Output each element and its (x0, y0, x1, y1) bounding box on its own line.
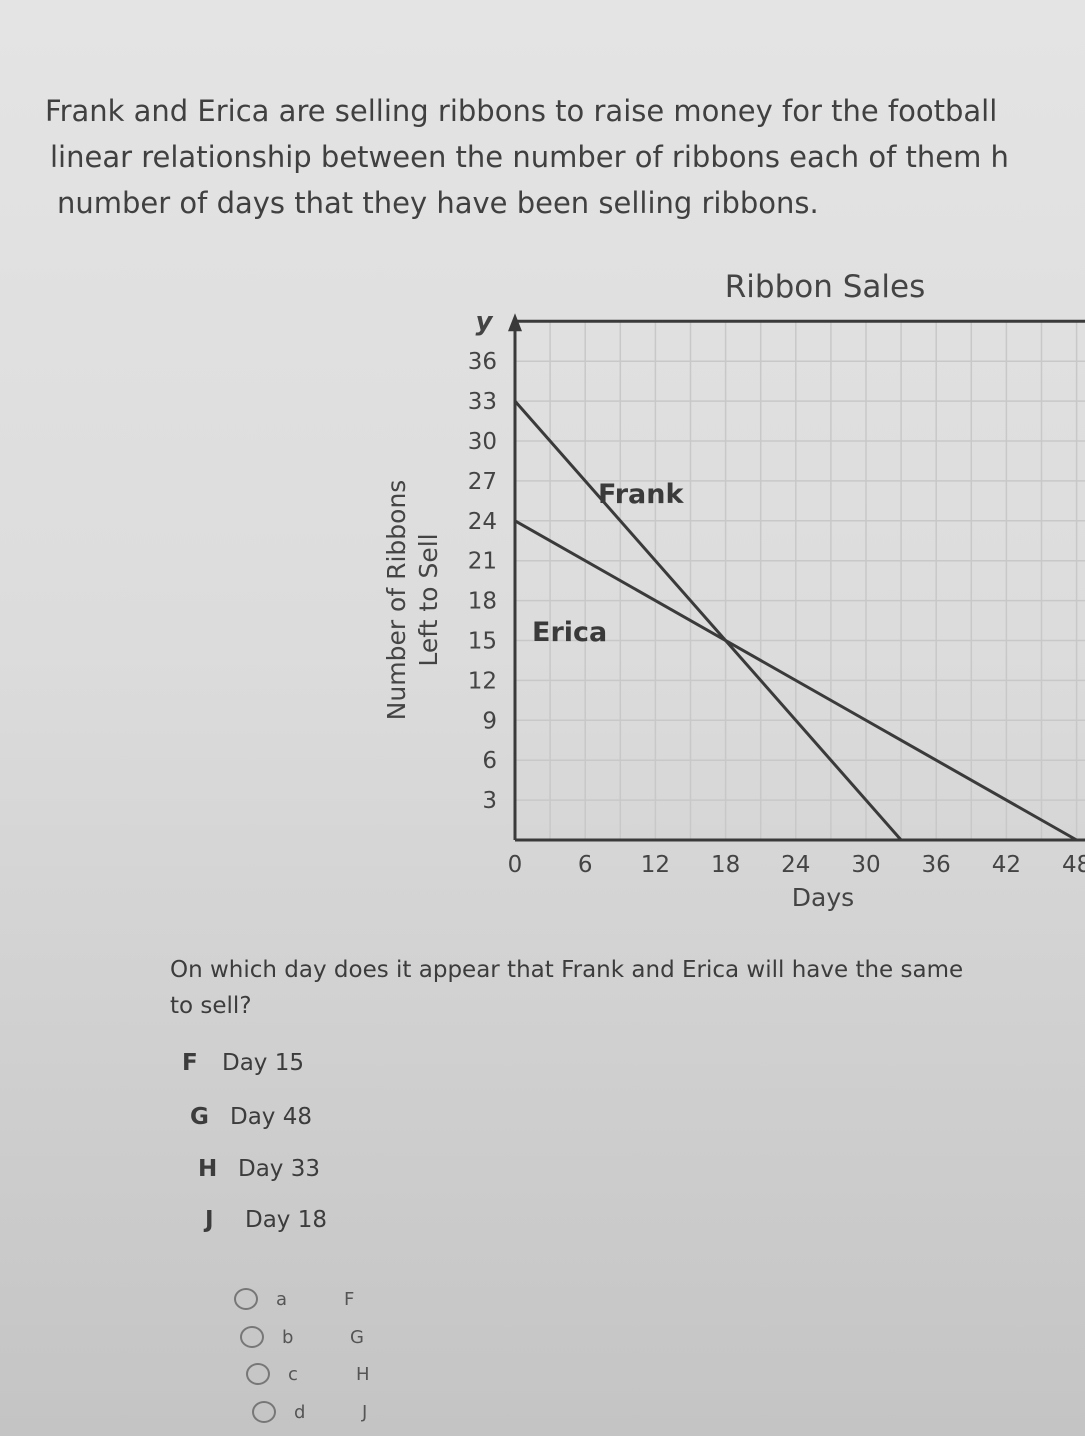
option-label: d (294, 1401, 306, 1423)
choice-h: H Day 33 (198, 1156, 320, 1182)
y-axis-letter: y (476, 307, 494, 337)
radio-button[interactable] (246, 1363, 270, 1385)
y-tick-label: 15 (468, 629, 497, 655)
choice-letter: J (205, 1207, 214, 1233)
series-line-frank (513, 400, 903, 841)
x-tick-label: 12 (641, 852, 670, 878)
y-axis-arrow-icon (508, 313, 522, 332)
x-axis-label: Days (792, 883, 854, 912)
series-label-frank: Frank (598, 479, 684, 510)
y-tick-label: 27 (468, 469, 497, 495)
intro-line: Frank and Erica are selling ribbons to r… (45, 94, 998, 128)
question-line: On which day does it appear that Frank a… (170, 957, 964, 983)
axes (508, 313, 1085, 842)
choice-text: Day 48 (230, 1104, 312, 1130)
option-value: G (350, 1326, 364, 1348)
choice-g: G Day 48 (190, 1104, 312, 1130)
choice-letter: G (190, 1104, 209, 1130)
y-tick-label: 9 (482, 708, 497, 734)
x-tick-label: 42 (992, 852, 1021, 878)
x-tick-label: 0 (508, 852, 523, 878)
intro-line: linear relationship between the number o… (50, 140, 1009, 174)
y-tick-label: 33 (468, 389, 497, 415)
y-tick-label: 3 (482, 788, 497, 814)
radio-button[interactable] (234, 1288, 258, 1310)
y-tick-label: 6 (482, 748, 497, 774)
option-label: c (288, 1363, 298, 1385)
question-text: On which day does it appear that Frank a… (170, 952, 963, 1024)
y-axis-label-line2: Left to Sell (414, 533, 443, 666)
series-line-erica (514, 519, 1078, 842)
option-value: F (344, 1288, 355, 1310)
choice-f: F Day 15 (182, 1050, 304, 1076)
y-tick-label: 18 (468, 589, 497, 615)
question-line: to sell? (170, 993, 252, 1019)
option-label: a (276, 1288, 288, 1310)
choice-letter: F (182, 1050, 198, 1076)
y-tick-label: 12 (468, 668, 497, 694)
question-intro: Frank and Erica are selling ribbons to r… (45, 88, 1009, 226)
option-value: H (356, 1363, 370, 1385)
option-value: J (362, 1401, 368, 1423)
x-tick-label: 24 (781, 852, 810, 878)
x-tick-label: 18 (711, 852, 740, 878)
y-axis-label-line1: Number of Ribbons (382, 480, 411, 721)
x-tick-label: 6 (578, 852, 593, 878)
chart-title: Ribbon Sales (725, 269, 926, 305)
y-tick-label: 30 (468, 429, 497, 455)
intro-line: number of days that they have been selli… (57, 186, 819, 220)
choice-letter: H (198, 1156, 218, 1182)
series-lines (513, 400, 1078, 842)
y-tick-label: 24 (468, 509, 497, 535)
grid (515, 321, 1085, 840)
y-tick-label: 21 (468, 549, 497, 575)
option-label: b (282, 1326, 294, 1348)
ribbon-sales-chart: Ribbon Sales 0 6 12 18 24 30 36 42 4836912151821… (382, 269, 1085, 912)
choice-text: Day 33 (238, 1156, 320, 1182)
series-label-erica: Erica (532, 617, 607, 648)
x-tick-label: 48 (1062, 852, 1085, 878)
choice-text: Day 18 (245, 1207, 327, 1233)
choice-j: J Day 18 (205, 1207, 327, 1233)
y-tick-label: 36 (468, 349, 497, 375)
x-tick-label: 30 (851, 852, 880, 878)
radio-button[interactable] (252, 1401, 276, 1423)
x-tick-label: 36 (922, 852, 951, 878)
radio-button[interactable] (240, 1326, 264, 1348)
choice-text: Day 15 (222, 1050, 304, 1076)
